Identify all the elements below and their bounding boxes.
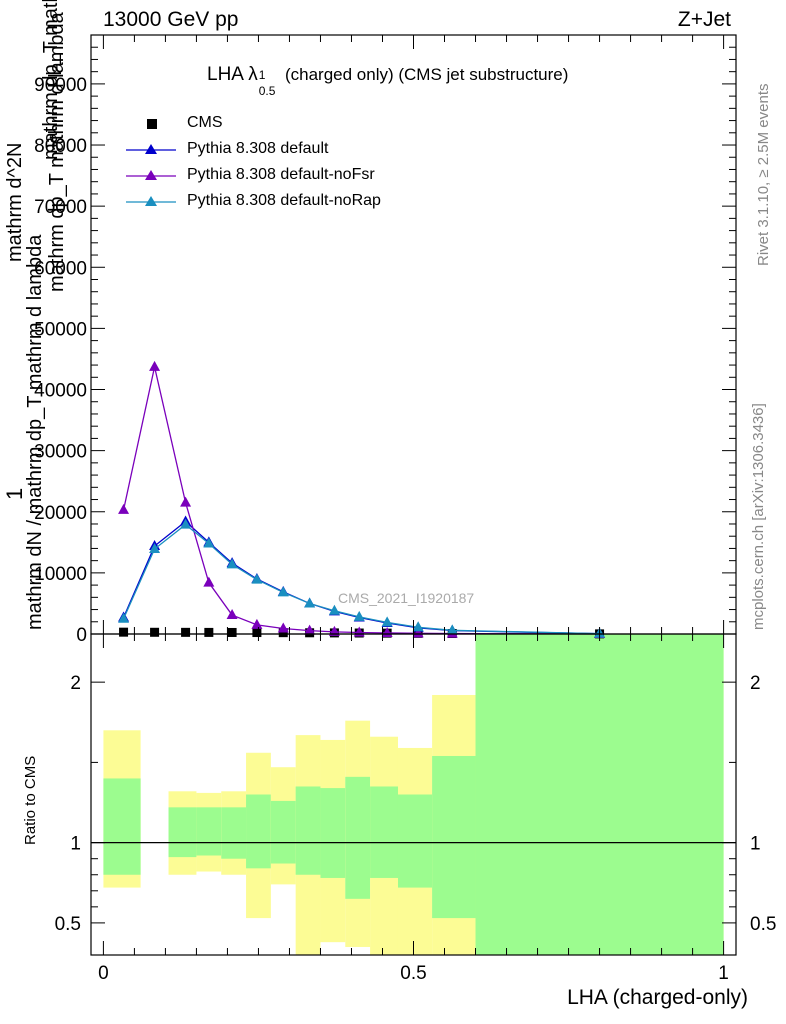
data-point-triangle [328, 604, 340, 615]
ratio-band-inner [370, 786, 398, 878]
data-point-triangle [251, 573, 263, 584]
plot-title-sup: 1 [258, 68, 266, 82]
plot-title-main: LHA λ [207, 64, 258, 85]
data-point-triangle [251, 618, 263, 629]
y-tick-label: 40000 [34, 381, 87, 402]
data-point-square [181, 627, 191, 637]
data-point-triangle [304, 597, 316, 608]
ratio-band-inner [432, 755, 476, 919]
data-point-square [278, 628, 288, 638]
ratio-band-inner [246, 794, 271, 869]
ratio-bands [91, 634, 736, 955]
plot-frames: 0 10000 20000 30000 40000 50000 60000 70000 8000… [34, 34, 776, 984]
y-label-line2: mathrm dN / mathrm dp_T mathrm d lambda [24, 234, 46, 630]
legend-label-nofsr: Pythia 8.308 default-noFsr [187, 166, 375, 183]
ratio-band-inner [345, 776, 371, 899]
watermark: CMS_2021_I1920187 [338, 590, 475, 606]
data-point-square [204, 627, 214, 637]
data-point-triangle [118, 503, 130, 514]
data-point-triangle [149, 543, 161, 554]
data-point-triangle [203, 576, 215, 587]
data-point-square [227, 627, 237, 637]
ratio-band-inner [103, 778, 141, 875]
data-point-triangle [353, 610, 365, 621]
y-label-line3: mathrm d^2N [4, 142, 26, 262]
ratio-y-tick-label-right: 1 [750, 834, 761, 855]
data-point-triangle [277, 622, 289, 633]
ratio-y-tick-label-left: 1 [70, 834, 81, 855]
y-tick-label: 90000 [34, 75, 87, 96]
data-point-triangle [118, 612, 130, 623]
plot-title: LHA λ 1 0.5 (charged only) (CMS jet subs… [207, 64, 569, 98]
y-label-line5: mathrm dp_T mathrm d lambda [40, 0, 63, 160]
main-plot-lines [118, 360, 606, 639]
data-point-triangle [328, 625, 340, 636]
legend-label-cms: CMS [187, 114, 223, 131]
y-axis-label: 1 mathrm dN / mathrm dp_T mathrm d lambd… [0, 0, 80, 640]
data-point-triangle [446, 624, 458, 635]
data-point-square [150, 627, 160, 637]
y-tick-label: 80000 [34, 136, 87, 157]
data-point-triangle [412, 621, 424, 632]
y-tick-label: 60000 [34, 258, 87, 279]
data-point-triangle [277, 586, 289, 597]
x-tick-label: 0.5 [400, 963, 426, 984]
y-tick-label: 0 [76, 625, 87, 646]
ratio-band-inner [475, 634, 724, 955]
ratio-y-label: Ratio to CMS [22, 755, 39, 845]
ratio-band-inner [168, 807, 197, 858]
legend-label-norap: Pythia 8.308 default-noRap [187, 192, 381, 209]
ratio-y-tick-label-right: 0.5 [750, 914, 776, 935]
y-tick-label: 10000 [34, 564, 87, 585]
legend-label-default: Pythia 8.308 default [187, 140, 329, 157]
ratio-band-inner [320, 788, 346, 878]
data-point-square [252, 628, 262, 638]
ratio-y-tick-label-left: 0.5 [55, 914, 81, 935]
ratio-band-inner [397, 794, 433, 888]
header-right: Z+Jet [677, 8, 731, 31]
ratio-band-inner [196, 807, 222, 856]
data-point-triangle [226, 558, 238, 569]
data-point-triangle [226, 609, 238, 620]
y-label-line5-text: mathrm dp_T mathrm d lambda [40, 0, 62, 160]
data-point-triangle [304, 624, 316, 635]
legend-triangle-icon [126, 196, 176, 206]
y-tick-label: 20000 [34, 503, 87, 524]
plot-title-rest: (charged only) (CMS jet substructure) [284, 65, 569, 84]
ratio-y-tick-label-left: 2 [70, 673, 81, 694]
legend-triangle-icon [126, 170, 176, 180]
y-tick-label: 50000 [34, 319, 87, 340]
data-point-triangle [203, 537, 215, 548]
data-point-triangle [180, 496, 192, 507]
header-left: 13000 GeV pp [103, 8, 239, 31]
legend-square-icon [147, 119, 157, 129]
data-point-triangle [412, 627, 424, 638]
ratio-band-inner [270, 800, 296, 864]
data-point-triangle [381, 616, 393, 627]
mcplots-label: mcplots.cern.ch [arXiv:1306.3436] [750, 403, 767, 630]
data-point-triangle [149, 360, 161, 371]
x-tick-label: 1 [718, 963, 729, 984]
data-point-triangle [180, 518, 192, 529]
ratio-band-inner [221, 807, 247, 859]
x-axis-label: LHA (charged-only) [567, 986, 748, 1009]
legend-triangle-icon [126, 144, 176, 154]
x-tick-label: 0 [98, 963, 109, 984]
rivet-label: Rivet 3.1.10, ≥ 2.5M events [755, 83, 772, 267]
ratio-band-inner [295, 786, 321, 875]
series-line [122, 366, 600, 635]
y-tick-label: 70000 [34, 197, 87, 218]
y-tick-label: 30000 [34, 442, 87, 463]
plot-title-sub: 0.5 [258, 84, 276, 98]
data-point-square [119, 627, 129, 637]
ratio-y-tick-label-right: 2 [750, 673, 761, 694]
